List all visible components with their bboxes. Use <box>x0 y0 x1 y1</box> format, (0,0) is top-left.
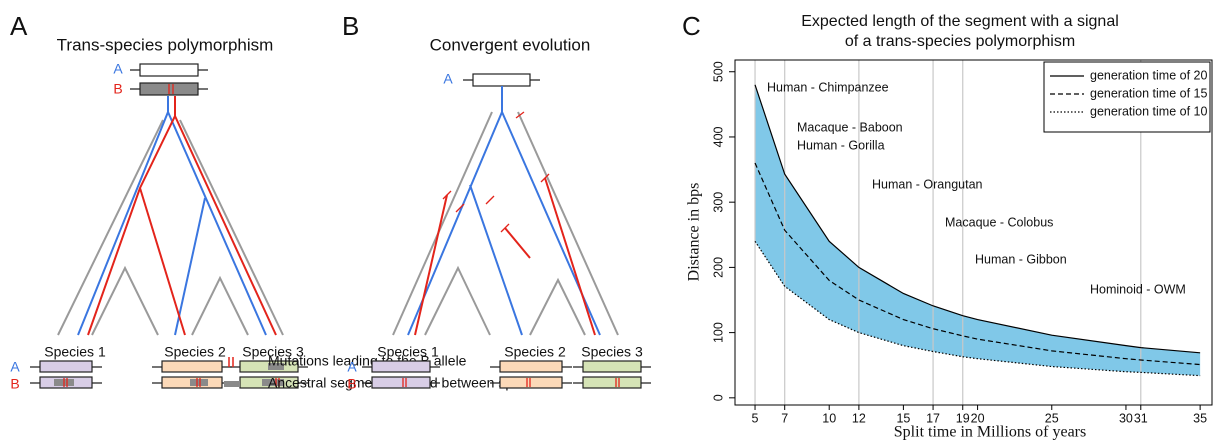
x-tick-label: 17 <box>926 411 940 425</box>
legend-label: generation time of 15 <box>1090 86 1207 100</box>
species-label: Species 1 <box>44 344 106 360</box>
annotation: Hominoid - OWM <box>1090 282 1186 296</box>
plot-frame <box>734 59 1213 406</box>
legend-label: generation time of 10 <box>1090 104 1207 118</box>
panel-title: Convergent evolution <box>430 35 591 54</box>
y-tick-label: 400 <box>711 126 725 147</box>
allele-label: A <box>443 71 453 87</box>
x-tick-label: 25 <box>1045 411 1059 425</box>
y-tick-label: 100 <box>711 322 725 343</box>
panel-b: B Convergent evolution A Species 1 Speci… <box>342 11 651 392</box>
y-tick-label: 0 <box>711 394 725 401</box>
species-label: Species 2 <box>504 344 566 360</box>
x-tick-label: 35 <box>1193 411 1207 425</box>
allele-label: B <box>10 376 19 392</box>
allele-label: A <box>113 61 123 77</box>
legend-label: generation time of 20 <box>1090 68 1207 82</box>
y-tick-label: 500 <box>711 61 725 82</box>
series-line <box>754 162 1201 366</box>
x-tick-label: 5 <box>752 411 759 425</box>
panel-letter: C <box>682 11 701 41</box>
x-axis-label: Split time in Millions of years <box>894 424 1086 441</box>
panel-letter: A <box>10 11 28 41</box>
series-line <box>754 84 1201 354</box>
allele-label: A <box>347 359 357 375</box>
legend-box <box>1043 61 1211 133</box>
x-tick-label: 20 <box>971 411 985 425</box>
panel-a: A Trans-species polymorphism A B Species… <box>10 11 308 392</box>
annotation: Human - Gorilla <box>797 138 885 152</box>
species-tree <box>57 96 284 336</box>
species-label: Species 2 <box>164 344 226 360</box>
x-tick-label: 12 <box>852 411 866 425</box>
species-label: Species 1 <box>377 344 439 360</box>
y-axis-label: Distance in bps <box>686 183 703 282</box>
x-tick-label: 19 <box>956 411 970 425</box>
species-genes: Species 1 Species 2 Species 3 A B <box>10 344 308 392</box>
species-label: Species 3 <box>242 344 304 360</box>
annotation: Human - Gibbon <box>975 252 1067 266</box>
y-tick-label: 200 <box>711 257 725 278</box>
panel-title: Trans-species polymorphism <box>57 35 274 54</box>
species-tree <box>392 86 619 336</box>
chart-title: Expected length of the segment with a si… <box>801 13 1119 30</box>
x-tick-label: 10 <box>822 411 836 425</box>
x-tick-label: 15 <box>896 411 910 425</box>
x-tick-label: 30 <box>1119 411 1133 425</box>
chart-title: of a trans-species polymorphism <box>845 33 1075 50</box>
species-label: Species 3 <box>581 344 643 360</box>
allele-label: B <box>113 81 122 97</box>
annotation: Macaque - Colobus <box>945 215 1053 229</box>
annotation: Human - Orangutan <box>872 177 983 191</box>
annotation: Human - Chimpanzee <box>767 80 889 94</box>
species-genes: Species 1 Species 2 Species 3 A B <box>347 344 651 392</box>
annotation: Macaque - Baboon <box>797 120 903 134</box>
chart: C Expected length of the segment with a … <box>682 11 1213 441</box>
y-tick-label: 300 <box>711 192 725 213</box>
allele-label: B <box>347 376 356 392</box>
x-tick-label: 31 <box>1134 411 1148 425</box>
x-tick-label: 7 <box>781 411 788 425</box>
panel-letter: B <box>342 11 359 41</box>
gene-boxes <box>130 63 208 96</box>
allele-label: A <box>10 359 20 375</box>
